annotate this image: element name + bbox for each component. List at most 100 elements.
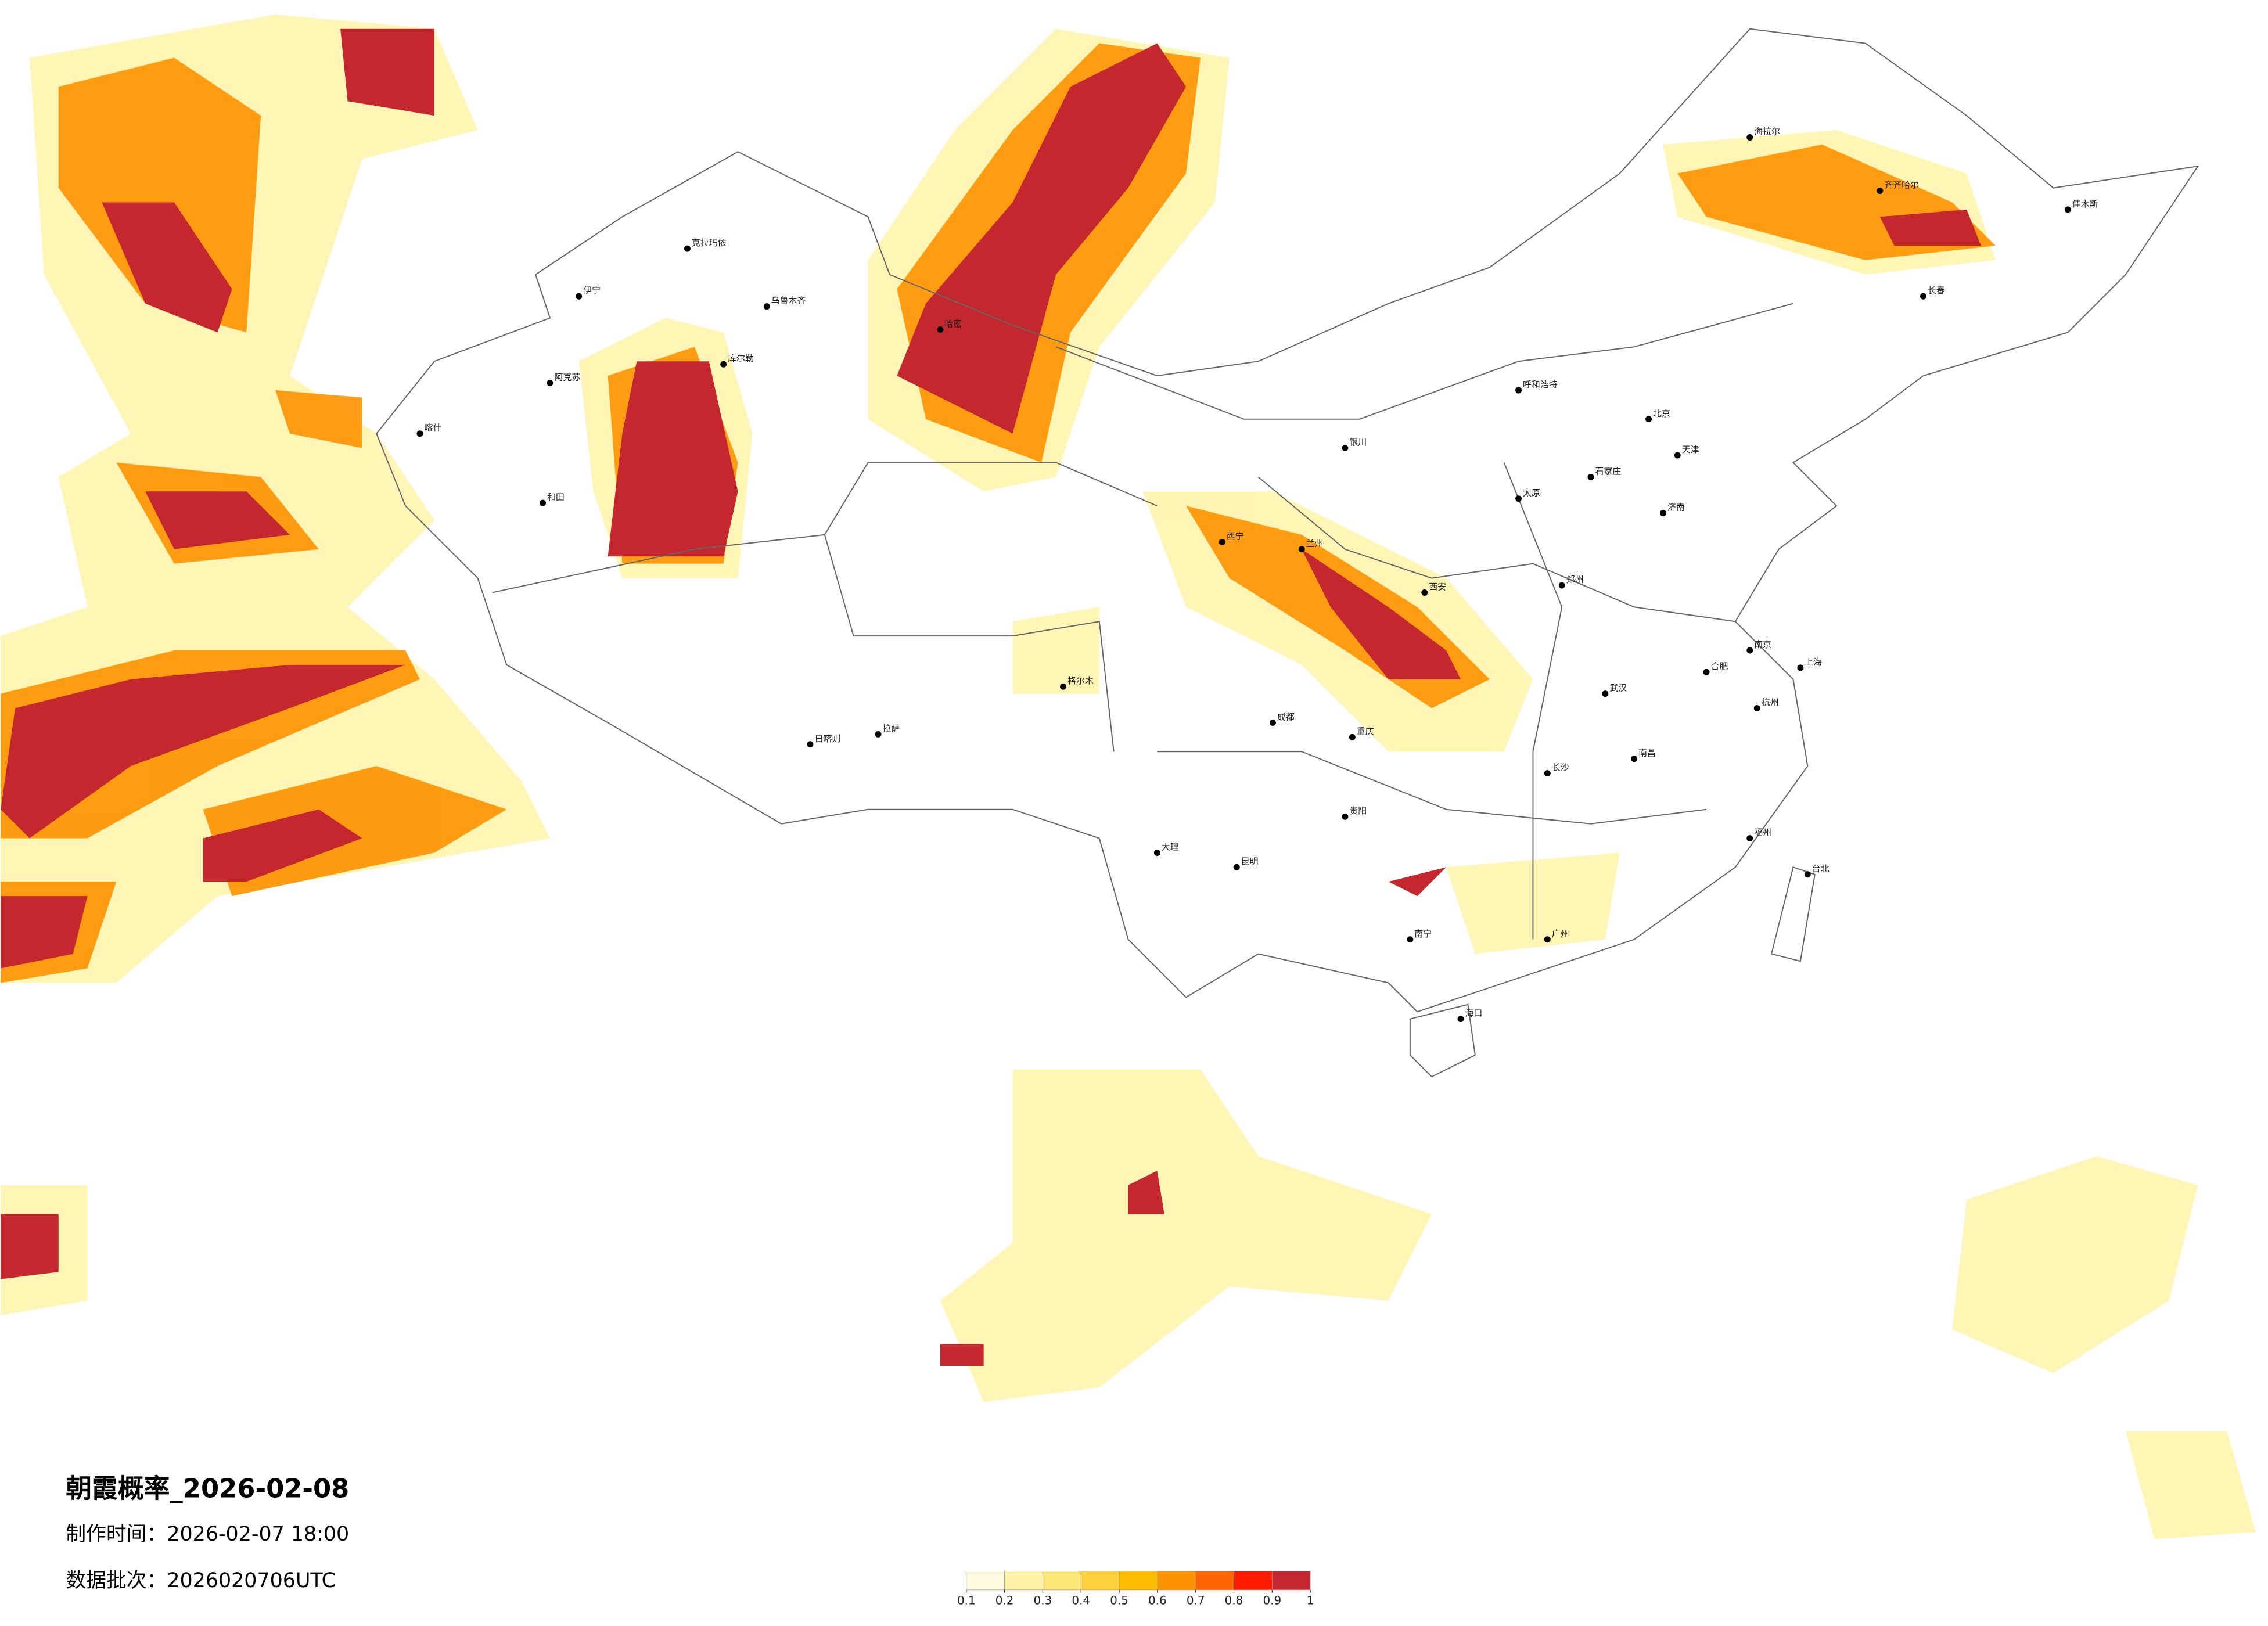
colorbar-segment [966,1571,1005,1591]
city-label: 伊宁 [583,285,601,296]
city-label: 西宁 [1227,531,1244,541]
city-dot [720,361,727,368]
city-label: 南宁 [1414,929,1432,939]
colorbar-tick-label: 1 [1307,1594,1314,1607]
city-label: 长春 [1928,285,1945,296]
city-dot [1877,188,1884,195]
city-dot [1674,452,1681,459]
colorbar-tick-label: 0.4 [1072,1594,1090,1607]
city-dot [1457,1016,1464,1023]
colorbar-segment [1080,1571,1120,1591]
city-label: 大理 [1162,841,1179,852]
colorbar-tick-label: 0.5 [1110,1594,1128,1607]
city-dot [1060,683,1067,690]
colorbar-tick-label: 0.3 [1034,1594,1052,1607]
city-dot [416,430,423,437]
city-dot [547,380,553,387]
city-dot [1920,293,1926,300]
city-dot [2064,206,2071,213]
colorbar-segment [1004,1571,1043,1591]
city-dot [763,303,770,310]
colorbar-segment [1119,1571,1158,1591]
colorbar-tick-label: 0.9 [1263,1594,1281,1607]
city-dot [576,293,583,300]
city-dot [1659,510,1666,517]
city-label: 海拉尔 [1754,126,1780,136]
colorbar-segment [1271,1571,1311,1591]
colorbar-segment [1234,1571,1273,1591]
city-label: 格尔木 [1067,675,1094,686]
probability-field [1,14,2256,1539]
colorbar: 0.1 0.2 0.3 0.4 0.5 0.6 0.7 0.8 0.9 1 [957,1571,1314,1607]
province-line [1055,303,1793,420]
city-dot [1753,705,1760,712]
province-line [1503,462,1563,940]
city-label: 乌鲁木齐 [771,296,806,306]
city-label: 喀什 [424,423,441,433]
colorbar-tick-label: 0.8 [1225,1594,1243,1607]
city-label: 佳木斯 [2072,199,2098,209]
city-label: 海口 [1465,1008,1482,1019]
city-dot [1631,756,1638,762]
city-label: 成都 [1277,711,1295,722]
city-label: 杭州 [1762,697,1779,708]
city-dot [1349,733,1356,740]
city-dot [1421,589,1428,596]
city-dot [1746,835,1753,842]
province-line [824,534,1115,752]
city-dot [1703,668,1710,675]
city-label: 阿克苏 [554,372,580,383]
city-label: 兰州 [1306,538,1324,549]
province-line [1157,751,1707,825]
city-label: 库尔勒 [728,353,754,364]
city-dot [875,731,882,738]
province-line [492,462,1158,593]
city-label: 重庆 [1357,726,1374,736]
colorbar-tick-label: 0.2 [995,1594,1014,1607]
city-label: 郑州 [1566,574,1584,585]
city-dot [1587,473,1594,480]
city-dot [1544,936,1551,943]
city-dot [540,499,547,506]
city-dot [1219,538,1225,545]
island-outline [1409,1003,1476,1078]
colorbar-tick-label: 0.1 [957,1594,976,1607]
city-label: 西安 [1429,581,1446,592]
city-label: 昆明 [1241,856,1259,866]
city-dot [1342,813,1349,820]
city-dot [937,326,944,333]
city-dot [1602,690,1609,697]
colorbar-tick-label: 0.6 [1148,1594,1167,1607]
city-label: 哈密 [944,318,962,329]
colorbar-segment [1043,1571,1081,1591]
city-label: 拉萨 [882,723,900,733]
city-label: 太原 [1523,488,1540,498]
city-label: 济南 [1667,502,1685,513]
city-label: 长沙 [1552,762,1569,773]
city-dot [1407,936,1414,943]
city-dot [1645,416,1652,423]
city-dot [1804,871,1811,878]
boundaries [376,28,2199,1078]
city-dot [684,245,691,252]
city-label: 和田 [547,492,565,502]
city-dot [1746,134,1753,141]
city-label: 福州 [1754,828,1771,838]
city-dot [1515,387,1522,394]
colorbar-segment [1195,1571,1234,1591]
made-time: 制作时间：2026-02-07 18:00 [66,1523,349,1546]
colorbar-tick-label: 0.7 [1187,1594,1205,1607]
city-dot [1233,864,1240,870]
city-label: 上海 [1805,657,1822,667]
city-dot [1269,719,1276,726]
city-label: 南京 [1754,639,1771,650]
colorbar-segment [1157,1571,1196,1591]
city-label: 银川 [1349,437,1367,448]
city-dot [1746,647,1753,654]
city-label: 合肥 [1711,661,1728,671]
city-dot [1515,495,1522,502]
city-label: 呼和浩特 [1523,379,1558,390]
